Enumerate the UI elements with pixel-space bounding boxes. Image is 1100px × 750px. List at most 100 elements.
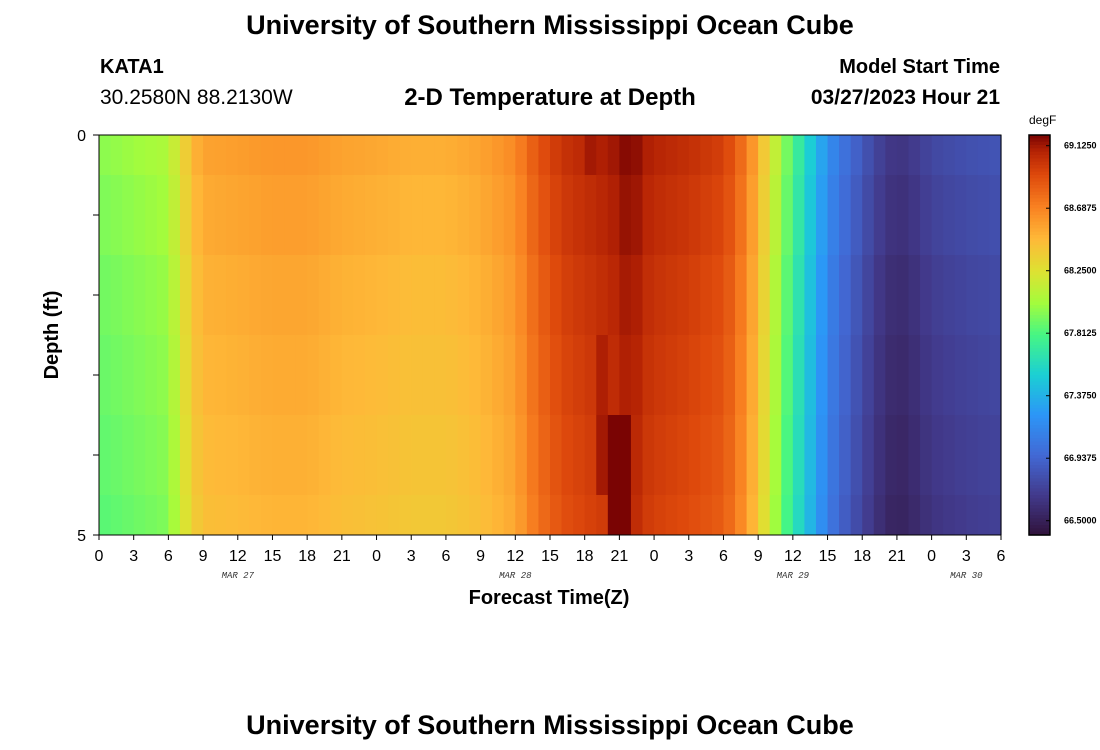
heatmap-cell bbox=[122, 135, 135, 175]
heatmap-cell bbox=[827, 175, 840, 255]
colorbar-cell bbox=[1029, 251, 1050, 256]
heatmap-cell bbox=[850, 255, 863, 335]
heatmap-cell bbox=[191, 495, 204, 535]
heatmap-cell bbox=[226, 175, 239, 255]
colorbar-cell bbox=[1029, 138, 1050, 143]
heatmap-cell bbox=[804, 495, 817, 535]
heatmap-cell bbox=[434, 175, 447, 255]
heatmap-cell bbox=[862, 415, 875, 495]
colorbar-cell bbox=[1029, 511, 1050, 516]
heatmap-cell bbox=[677, 175, 690, 255]
heatmap-cell bbox=[168, 335, 181, 415]
heatmap-cell bbox=[804, 135, 817, 175]
heatmap-cell bbox=[735, 135, 748, 175]
heatmap-cell bbox=[272, 495, 285, 535]
heatmap-cell bbox=[908, 255, 921, 335]
heatmap-cell bbox=[168, 495, 181, 535]
heatmap-cell bbox=[434, 495, 447, 535]
heatmap-cell bbox=[711, 495, 725, 535]
heatmap-cell bbox=[943, 175, 956, 255]
station-coordinates: 30.2580N 88.2130W bbox=[100, 86, 293, 109]
heatmap-cell bbox=[168, 415, 181, 495]
colorbar-cell bbox=[1029, 151, 1050, 156]
x-tick-label: 0 bbox=[372, 548, 381, 565]
heatmap-cell bbox=[399, 495, 412, 535]
heatmap-cell bbox=[538, 175, 551, 255]
heatmap-cell bbox=[584, 495, 597, 535]
x-tick-label: 15 bbox=[541, 548, 559, 565]
colorbar-cell bbox=[1029, 328, 1050, 333]
heatmap-cell bbox=[815, 415, 829, 495]
y-axis-label: Depth (ft) bbox=[41, 291, 63, 380]
colorbar-cell bbox=[1029, 311, 1050, 316]
colorbar-cell bbox=[1029, 418, 1050, 423]
colorbar-cell bbox=[1029, 358, 1050, 363]
heatmap-cell bbox=[573, 175, 586, 255]
heatmap-cell bbox=[677, 335, 690, 415]
heatmap-cell bbox=[804, 175, 817, 255]
colorbar-cell bbox=[1029, 468, 1050, 473]
colorbar-cell bbox=[1029, 295, 1050, 299]
colorbar-cell bbox=[1029, 205, 1050, 209]
heatmap-cell bbox=[307, 495, 320, 535]
heatmap-cell bbox=[873, 415, 886, 495]
colorbar-cell bbox=[1029, 491, 1050, 496]
heatmap-cell bbox=[434, 415, 447, 495]
colorbar-cell bbox=[1029, 305, 1050, 309]
heatmap-cell bbox=[920, 135, 933, 175]
heatmap-cell bbox=[746, 255, 759, 335]
colorbar-cell bbox=[1029, 218, 1050, 223]
colorbar-cell bbox=[1029, 301, 1050, 306]
heatmap-cell bbox=[781, 415, 794, 495]
heatmap-cell bbox=[179, 415, 193, 495]
heatmap-cell bbox=[746, 415, 759, 495]
heatmap-cell bbox=[341, 335, 355, 415]
heatmap-cell bbox=[665, 495, 678, 535]
x-tick-label: 9 bbox=[476, 548, 485, 565]
heatmap-cell bbox=[272, 415, 285, 495]
colorbar-cell bbox=[1029, 148, 1050, 153]
heatmap-cell bbox=[422, 415, 435, 495]
colorbar-cell bbox=[1029, 238, 1050, 243]
heatmap-cell bbox=[550, 335, 563, 415]
colorbar-cell bbox=[1029, 395, 1050, 399]
heatmap-cell bbox=[330, 495, 343, 535]
heatmap-cell bbox=[538, 255, 551, 335]
heatmap-cell bbox=[989, 415, 1002, 495]
heatmap-cell bbox=[133, 175, 146, 255]
heatmap-cell bbox=[526, 135, 540, 175]
heatmap-cell bbox=[700, 175, 713, 255]
heatmap-cell bbox=[688, 175, 701, 255]
heatmap-cell bbox=[122, 335, 135, 415]
heatmap-cell bbox=[122, 175, 135, 255]
heatmap-cell bbox=[191, 135, 204, 175]
heatmap-cell bbox=[133, 495, 146, 535]
colorbar-cell bbox=[1029, 335, 1050, 339]
x-tick-label: 9 bbox=[754, 548, 763, 565]
heatmap-cell bbox=[469, 335, 482, 415]
heatmap-cell bbox=[619, 175, 632, 255]
heatmap-cell bbox=[550, 175, 563, 255]
heatmap-cell bbox=[573, 135, 586, 175]
heatmap-cell bbox=[503, 495, 516, 535]
heatmap-cell bbox=[735, 495, 748, 535]
heatmap-cell bbox=[954, 335, 967, 415]
x-day-label: MAR 30 bbox=[950, 571, 983, 581]
heatmap-cell bbox=[399, 135, 412, 175]
heatmap-cell bbox=[966, 495, 979, 535]
heatmap-cell bbox=[989, 135, 1002, 175]
heatmap-cell bbox=[827, 415, 840, 495]
heatmap-cell bbox=[896, 335, 910, 415]
heatmap-cell bbox=[642, 335, 655, 415]
heatmap-cell bbox=[411, 415, 424, 495]
heatmap-cell bbox=[977, 135, 991, 175]
heatmap-cell bbox=[839, 135, 852, 175]
heatmap-cell bbox=[110, 255, 123, 335]
heatmap-cell bbox=[550, 495, 563, 535]
heatmap-cell bbox=[445, 175, 459, 255]
heatmap-cell bbox=[665, 135, 678, 175]
heatmap-cell bbox=[630, 255, 644, 335]
heatmap-cell bbox=[469, 495, 482, 535]
heatmap-cell bbox=[422, 255, 435, 335]
x-tick-label: 18 bbox=[298, 548, 316, 565]
